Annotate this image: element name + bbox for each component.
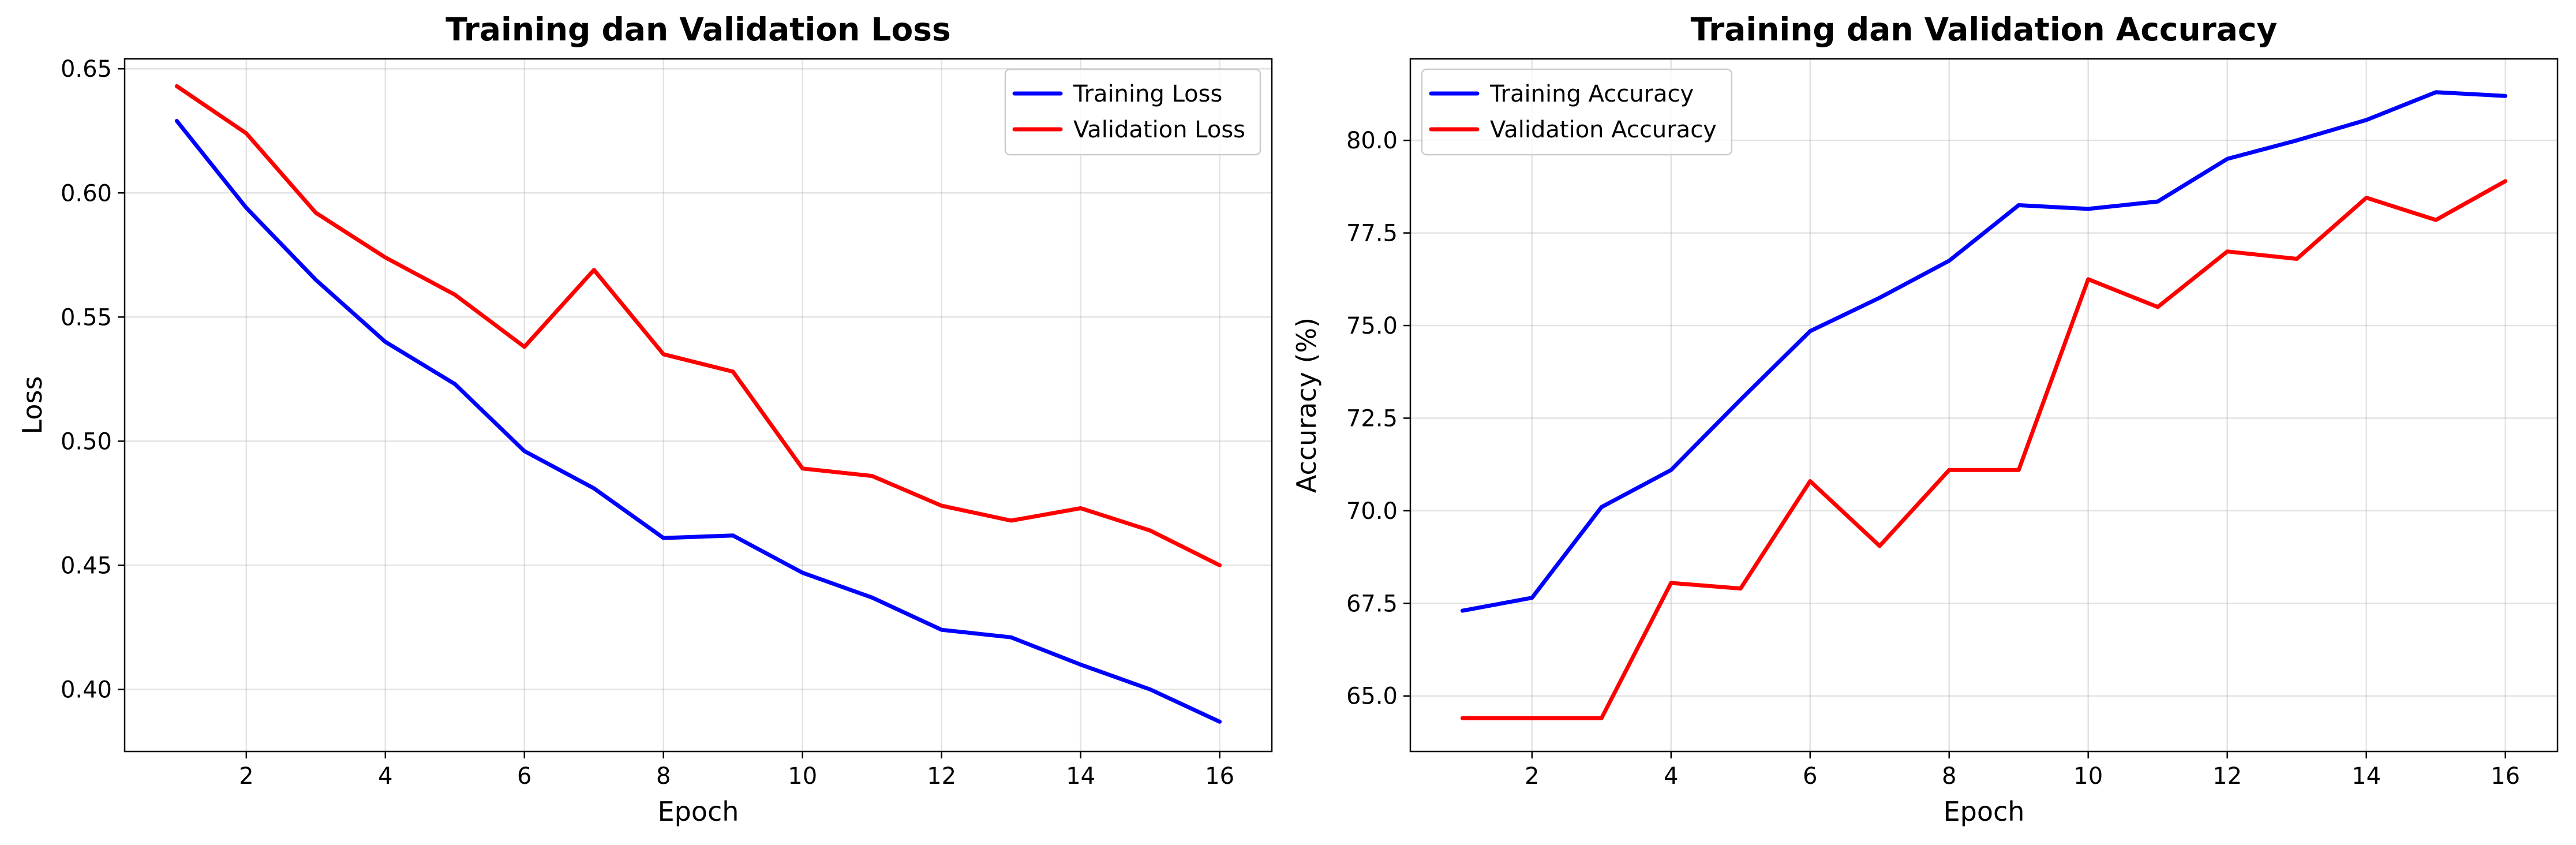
accuracy-y-tick-label: 77.5 bbox=[1346, 220, 1398, 247]
accuracy-x-tick-label: 6 bbox=[1803, 763, 1817, 790]
loss-y-tick-label: 0.40 bbox=[61, 676, 112, 703]
accuracy-chart-axes-frame bbox=[1409, 58, 2559, 753]
loss-y-tick-label: 0.50 bbox=[61, 428, 112, 455]
loss-y-tick-label: 0.45 bbox=[61, 552, 112, 579]
accuracy-x-tick-label: 16 bbox=[2491, 763, 2520, 790]
accuracy-y-tick-label: 67.5 bbox=[1346, 590, 1398, 617]
accuracy-y-tick-label: 80.0 bbox=[1346, 128, 1398, 154]
loss-y-tick-label: 0.55 bbox=[61, 304, 112, 331]
accuracy-x-tick-label: 10 bbox=[2073, 763, 2103, 790]
loss-chart-series bbox=[174, 84, 1222, 724]
accuracy-chart-xlabel: Epoch bbox=[1944, 796, 2025, 827]
accuracy-x-tick-label: 2 bbox=[1525, 763, 1539, 790]
loss-series-line-validation bbox=[174, 84, 1222, 567]
loss-legend-label-validation: Validation Loss bbox=[1073, 117, 1245, 143]
loss-y-tick-label: 0.60 bbox=[61, 180, 112, 207]
loss-chart-xlabel: Epoch bbox=[658, 796, 739, 827]
accuracy-x-tick-label: 14 bbox=[2352, 763, 2381, 790]
loss-x-tick-label: 6 bbox=[517, 763, 531, 790]
accuracy-legend-label-validation: Validation Accuracy bbox=[1490, 117, 1717, 143]
accuracy-y-tick-label: 72.5 bbox=[1346, 405, 1398, 432]
accuracy-chart-title: Training dan Validation Accuracy bbox=[1691, 11, 2278, 48]
accuracy-chart-legend: Training Accuracy Validation Accuracy bbox=[1421, 68, 1733, 156]
loss-x-tick-label: 16 bbox=[1205, 763, 1234, 790]
loss-x-tick-label: 14 bbox=[1066, 763, 1095, 790]
loss-legend-label-training: Training Loss bbox=[1073, 81, 1222, 107]
loss-series-line-training bbox=[174, 119, 1222, 724]
accuracy-y-tick-label: 70.0 bbox=[1346, 498, 1398, 525]
loss-chart-axes-frame bbox=[123, 58, 1273, 753]
accuracy-y-tick-label: 65.0 bbox=[1346, 683, 1398, 710]
loss-chart-legend: Training Loss Validation Loss bbox=[1004, 68, 1261, 156]
loss-chart-ylabel: Loss bbox=[17, 376, 48, 435]
loss-x-tick-label: 2 bbox=[239, 763, 253, 790]
accuracy-x-tick-label: 12 bbox=[2212, 763, 2242, 790]
accuracy-legend-frame bbox=[1421, 68, 1733, 156]
loss-chart-title: Training dan Validation Loss bbox=[445, 11, 950, 48]
accuracy-chart-ticks: 2 4 6 8 10 12 14 16 65.0 67.5 70.0 72.5 75.0 77.5 80.0 bbox=[1346, 128, 2520, 790]
accuracy-series-line-training bbox=[1460, 90, 2508, 613]
accuracy-x-tick-label: 8 bbox=[1942, 763, 1956, 790]
accuracy-x-tick-label: 4 bbox=[1664, 763, 1678, 790]
loss-x-tick-label: 8 bbox=[656, 763, 671, 790]
loss-y-tick-label: 0.65 bbox=[61, 56, 112, 83]
accuracy-chart: Training dan Validation Accuracy Epoch A… bbox=[1291, 11, 2559, 827]
loss-x-tick-label: 4 bbox=[378, 763, 392, 790]
loss-x-tick-label: 12 bbox=[927, 763, 956, 790]
accuracy-chart-ylabel: Accuracy (%) bbox=[1291, 317, 1322, 493]
accuracy-y-tick-label: 75.0 bbox=[1346, 313, 1398, 339]
loss-legend-frame bbox=[1004, 68, 1261, 156]
accuracy-series-line-validation bbox=[1460, 179, 2508, 720]
loss-chart-ticks: 2 4 6 8 10 12 14 16 0.40 0.45 0.50 0.55 0.60 0.65 bbox=[61, 56, 1234, 790]
loss-x-tick-label: 10 bbox=[788, 763, 817, 790]
accuracy-legend-label-training: Training Accuracy bbox=[1489, 81, 1694, 107]
loss-chart: Training dan Validation Loss Epoch Loss … bbox=[17, 11, 1273, 827]
accuracy-chart-series bbox=[1460, 90, 2508, 720]
